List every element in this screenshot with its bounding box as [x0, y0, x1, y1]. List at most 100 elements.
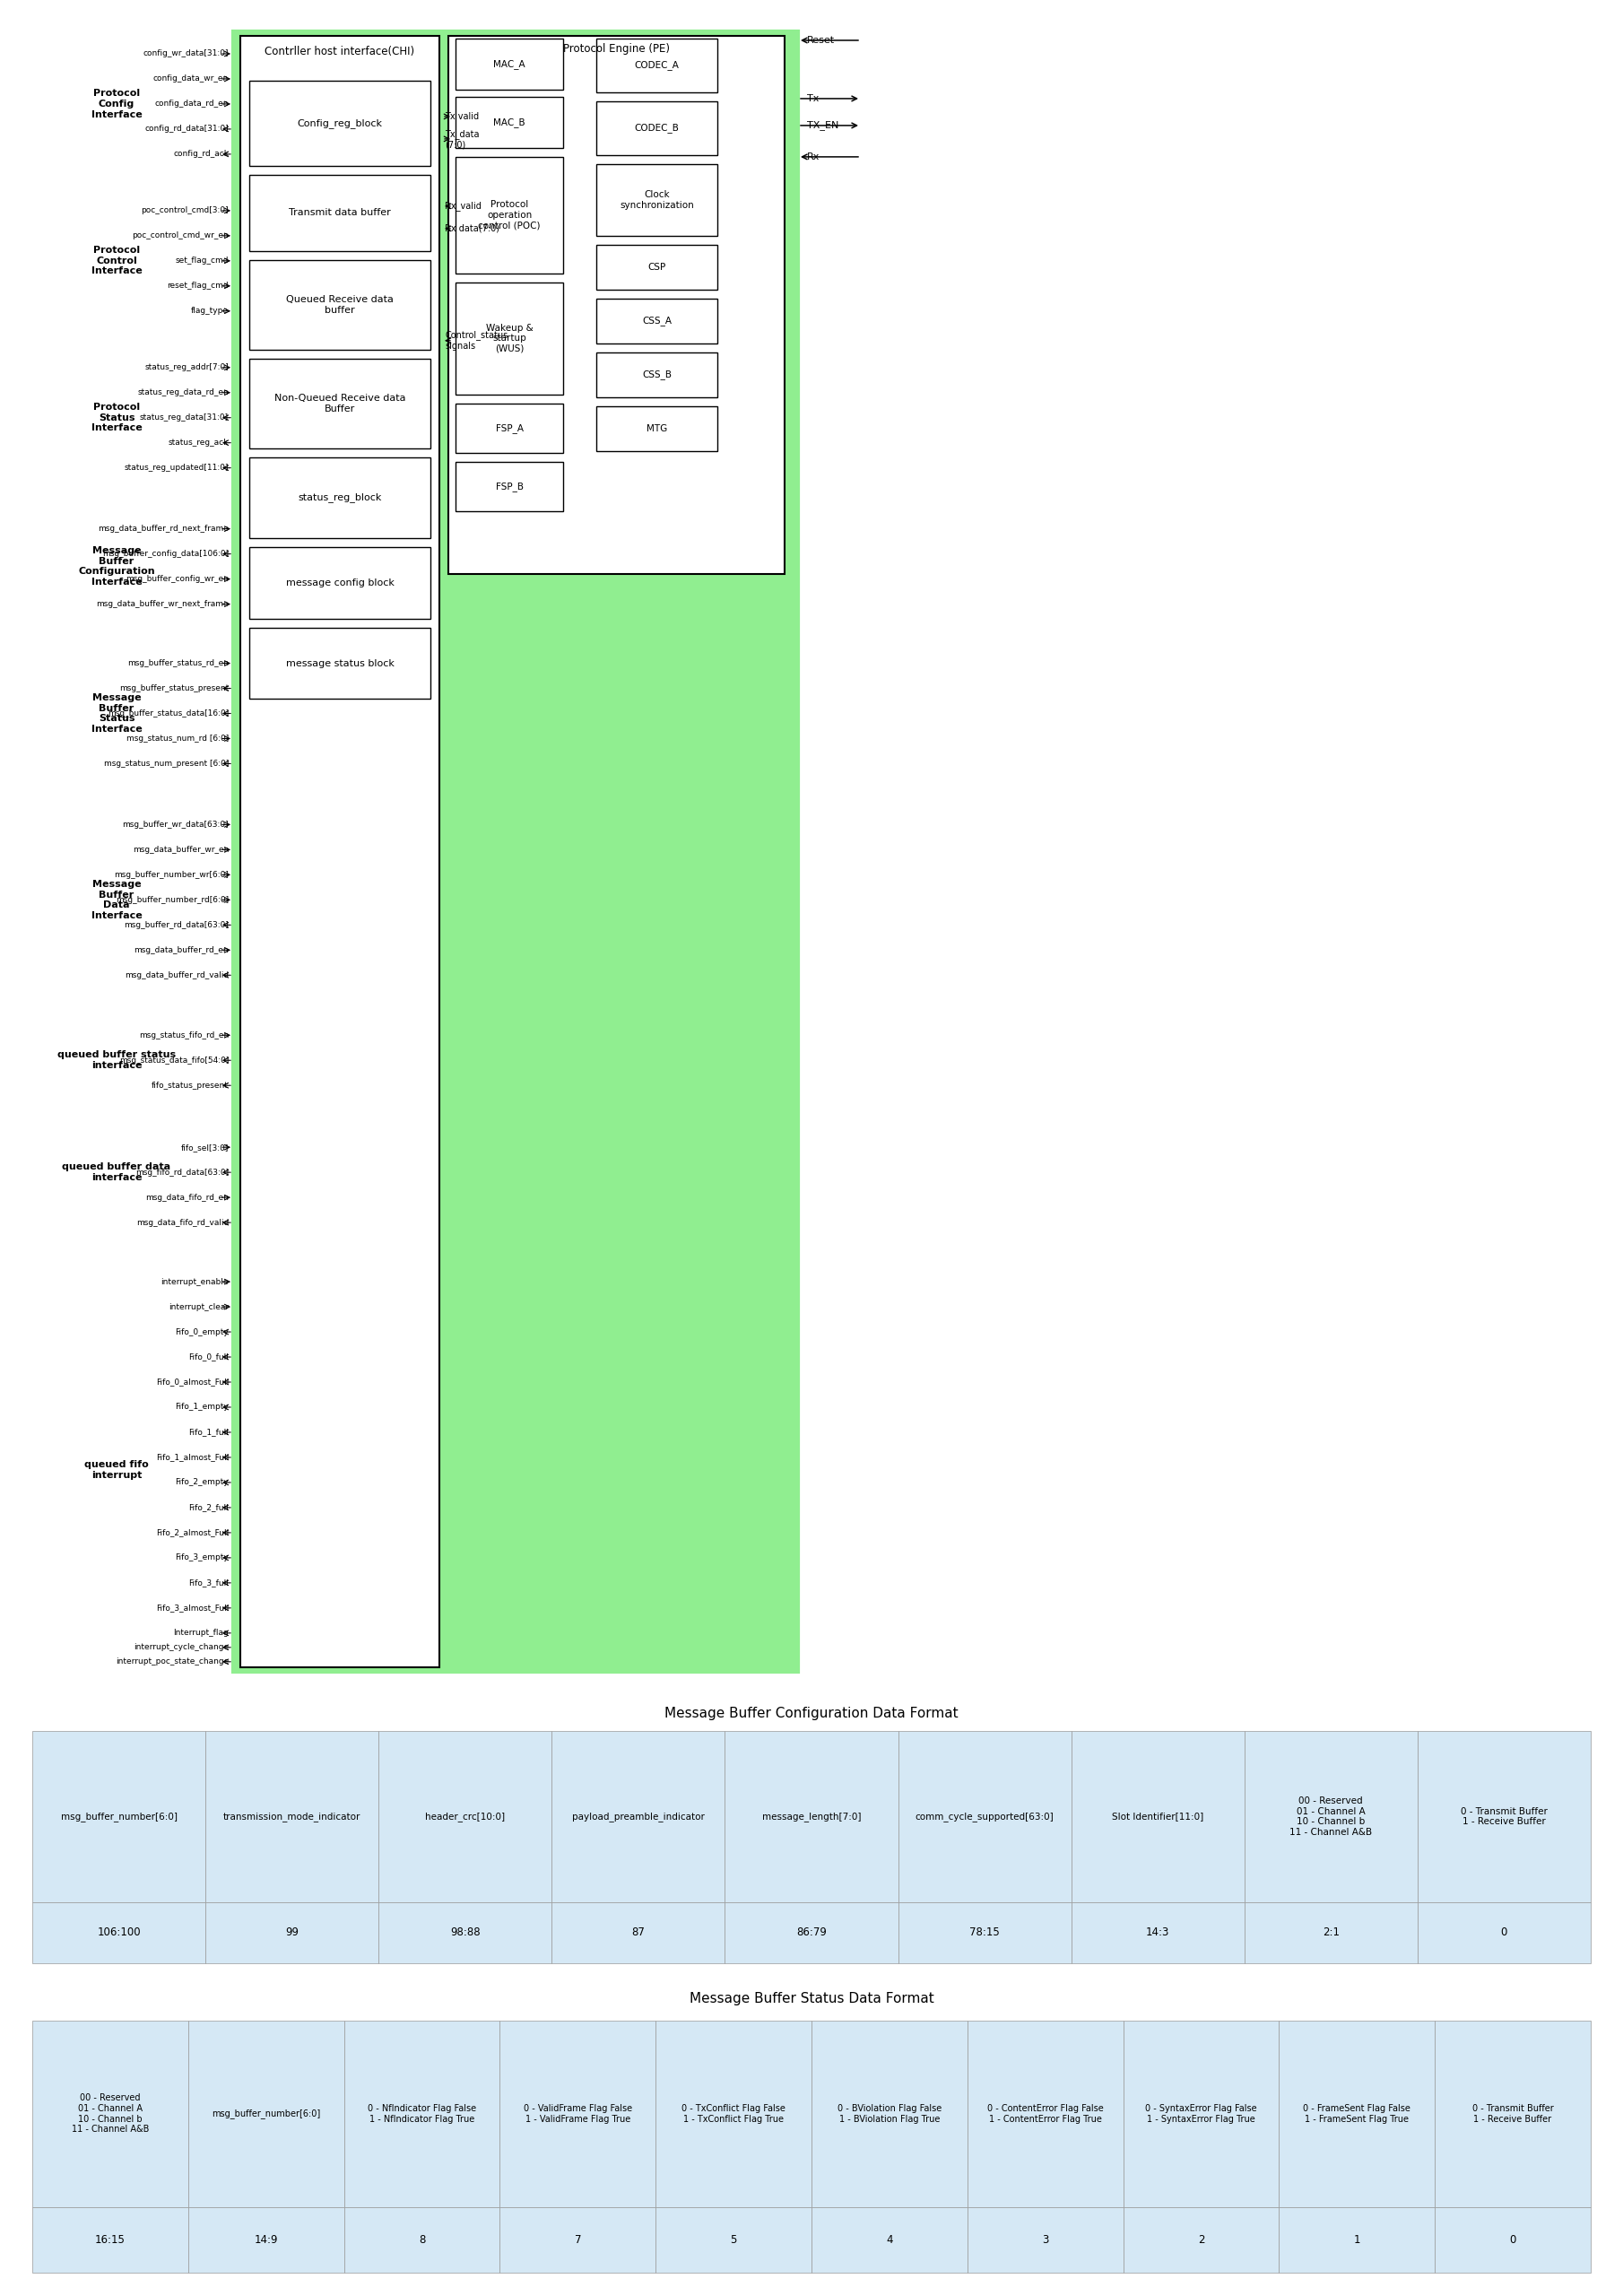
Text: CSS_B: CSS_B: [643, 370, 672, 379]
Text: Protocol
Config
Interface: Protocol Config Interface: [91, 90, 143, 119]
Text: msg_status_data_fifo[54:0]: msg_status_data_fifo[54:0]: [118, 1056, 229, 1065]
Bar: [250, 259, 430, 349]
Text: msg_buffer_wr_data[63:0]: msg_buffer_wr_data[63:0]: [122, 820, 229, 829]
Text: interrupt_poc_state_change: interrupt_poc_state_change: [115, 1658, 229, 1667]
Text: FSP_A: FSP_A: [495, 422, 523, 434]
Text: msg_status_fifo_rd_en: msg_status_fifo_rd_en: [138, 1031, 229, 1040]
Bar: [596, 351, 717, 397]
Bar: [596, 39, 717, 92]
Text: msg_buffer_config_data[106:0]: msg_buffer_config_data[106:0]: [102, 549, 229, 558]
Text: msg_buffer_number_wr[6:0]: msg_buffer_number_wr[6:0]: [114, 870, 229, 879]
Text: CSS_A: CSS_A: [643, 317, 672, 326]
Text: msg_data_buffer_wr_next_frame: msg_data_buffer_wr_next_frame: [96, 599, 229, 608]
Text: Tx valid: Tx valid: [445, 113, 479, 122]
Bar: [250, 627, 430, 698]
Text: Non-Queued Receive data
Buffer: Non-Queued Receive data Buffer: [274, 393, 406, 413]
Text: Fifo_1_empty: Fifo_1_empty: [175, 1403, 229, 1412]
Bar: [250, 546, 430, 618]
Text: status_reg_data[31:0]: status_reg_data[31:0]: [140, 413, 229, 422]
Bar: [596, 406, 717, 450]
Text: msg_data_buffer_rd_next_frame: msg_data_buffer_rd_next_frame: [97, 526, 229, 533]
Bar: [250, 80, 430, 165]
Text: Fifo_0_empty: Fifo_0_empty: [175, 1327, 229, 1336]
Text: Wakeup &
startup
(WUS): Wakeup & startup (WUS): [485, 324, 532, 354]
Text: Protocol
Status
Interface: Protocol Status Interface: [91, 402, 143, 432]
Text: status_reg_data_rd_en: status_reg_data_rd_en: [138, 388, 229, 397]
Text: Control_status
signals: Control_status signals: [445, 331, 508, 351]
Text: config_data_rd_en: config_data_rd_en: [154, 101, 229, 108]
Text: fifo_status_present: fifo_status_present: [151, 1081, 229, 1091]
Text: status_reg_addr[7:0]: status_reg_addr[7:0]: [144, 363, 229, 372]
Text: status_reg_ack: status_reg_ack: [169, 439, 229, 448]
Text: Fifo_2_empty: Fifo_2_empty: [175, 1479, 229, 1486]
Bar: [240, 37, 440, 1667]
Text: Fifo_1_almost_Full: Fifo_1_almost_Full: [156, 1453, 229, 1463]
Text: Clock
synchronization: Clock synchronization: [620, 191, 695, 209]
Text: msg_status_num_present [6:0]: msg_status_num_present [6:0]: [104, 760, 229, 767]
Text: interrupt_enable: interrupt_enable: [161, 1277, 229, 1286]
Text: Protocol Engine (PE): Protocol Engine (PE): [563, 44, 670, 55]
Text: msg_buffer_status_rd_en: msg_buffer_status_rd_en: [127, 659, 229, 668]
Text: config_wr_data[31:0]: config_wr_data[31:0]: [143, 51, 229, 57]
Text: Rx data(7:0): Rx data(7:0): [445, 225, 500, 232]
Text: Fifo_2_almost_Full: Fifo_2_almost_Full: [156, 1529, 229, 1536]
Bar: [234, 32, 799, 1671]
Text: Fifo_0_full: Fifo_0_full: [188, 1352, 229, 1362]
Text: flag_type: flag_type: [192, 308, 229, 315]
Text: MAC_A: MAC_A: [493, 60, 526, 69]
Bar: [596, 101, 717, 156]
Text: interrupt_cycle_change: interrupt_cycle_change: [133, 1644, 229, 1651]
Text: Rx_valid: Rx_valid: [445, 202, 482, 211]
Text: Queued Receive data
buffer: Queued Receive data buffer: [286, 296, 394, 315]
Text: reset_flag_cmd: reset_flag_cmd: [167, 282, 229, 289]
Text: msg_fifo_rd_data[63:0]: msg_fifo_rd_data[63:0]: [135, 1169, 229, 1176]
Bar: [596, 163, 717, 236]
Text: Config_reg_block: Config_reg_block: [297, 119, 383, 129]
Bar: [596, 246, 717, 289]
Text: queued buffer status
interface: queued buffer status interface: [57, 1052, 175, 1070]
Bar: [250, 457, 430, 537]
Text: Fifo_3_empty: Fifo_3_empty: [175, 1554, 229, 1561]
Text: Reset: Reset: [807, 37, 834, 46]
Text: fifo_sel[3:0]: fifo_sel[3:0]: [180, 1143, 229, 1150]
Text: Fifo_3_almost_Full: Fifo_3_almost_Full: [156, 1605, 229, 1612]
Bar: [456, 96, 563, 147]
Text: Tx: Tx: [807, 94, 820, 103]
Text: msg_data_buffer_rd_en: msg_data_buffer_rd_en: [135, 946, 229, 955]
Text: Interrupt_flag: Interrupt_flag: [174, 1630, 229, 1637]
Bar: [596, 298, 717, 344]
Text: Tx_data
(7:0): Tx_data (7:0): [445, 129, 479, 149]
Bar: [456, 39, 563, 90]
Text: queued fifo
interrupt: queued fifo interrupt: [84, 1460, 149, 1479]
Text: Transmit data buffer: Transmit data buffer: [289, 209, 391, 218]
Bar: [250, 358, 430, 448]
Text: Message
Buffer
Data
Interface: Message Buffer Data Interface: [91, 879, 143, 921]
Text: MAC_B: MAC_B: [493, 117, 526, 126]
Text: queued buffer data
interface: queued buffer data interface: [62, 1162, 170, 1182]
Text: MTG: MTG: [646, 425, 667, 434]
Text: msg_data_buffer_wr_en: msg_data_buffer_wr_en: [133, 845, 229, 854]
Bar: [456, 404, 563, 452]
Text: poc_control_cmd_wr_en: poc_control_cmd_wr_en: [131, 232, 229, 239]
Text: config_rd_ack: config_rd_ack: [174, 149, 229, 158]
Text: msg_buffer_status_present: msg_buffer_status_present: [118, 684, 229, 693]
Text: status_reg_block: status_reg_block: [299, 494, 381, 503]
Text: message config block: message config block: [286, 579, 394, 588]
Text: Contrller host interface(CHI): Contrller host interface(CHI): [265, 46, 415, 57]
Text: Protocol
operation
control (POC): Protocol operation control (POC): [479, 200, 540, 230]
Text: CSP: CSP: [648, 262, 665, 271]
Text: msg_data_fifo_rd_en: msg_data_fifo_rd_en: [146, 1194, 229, 1201]
Bar: [456, 282, 563, 395]
Text: msg_data_fifo_rd_valid: msg_data_fifo_rd_valid: [136, 1219, 229, 1226]
Text: status_reg_updated[11:0]: status_reg_updated[11:0]: [125, 464, 229, 473]
Text: Message Buffer Configuration Data Format: Message Buffer Configuration Data Format: [664, 1706, 959, 1720]
Bar: [250, 174, 430, 250]
Bar: [456, 156, 563, 273]
Text: interrupt_clear: interrupt_clear: [169, 1302, 229, 1311]
Text: message status block: message status block: [286, 659, 394, 668]
Text: msg_buffer_status_data[16:0]: msg_buffer_status_data[16:0]: [107, 709, 229, 716]
Text: config_data_wr_en: config_data_wr_en: [153, 76, 229, 83]
Text: msg_buffer_rd_data[63:0]: msg_buffer_rd_data[63:0]: [123, 921, 229, 930]
Text: msg_buffer_number_rd[6:0]: msg_buffer_number_rd[6:0]: [115, 895, 229, 905]
Text: Fifo_1_full: Fifo_1_full: [188, 1428, 229, 1437]
